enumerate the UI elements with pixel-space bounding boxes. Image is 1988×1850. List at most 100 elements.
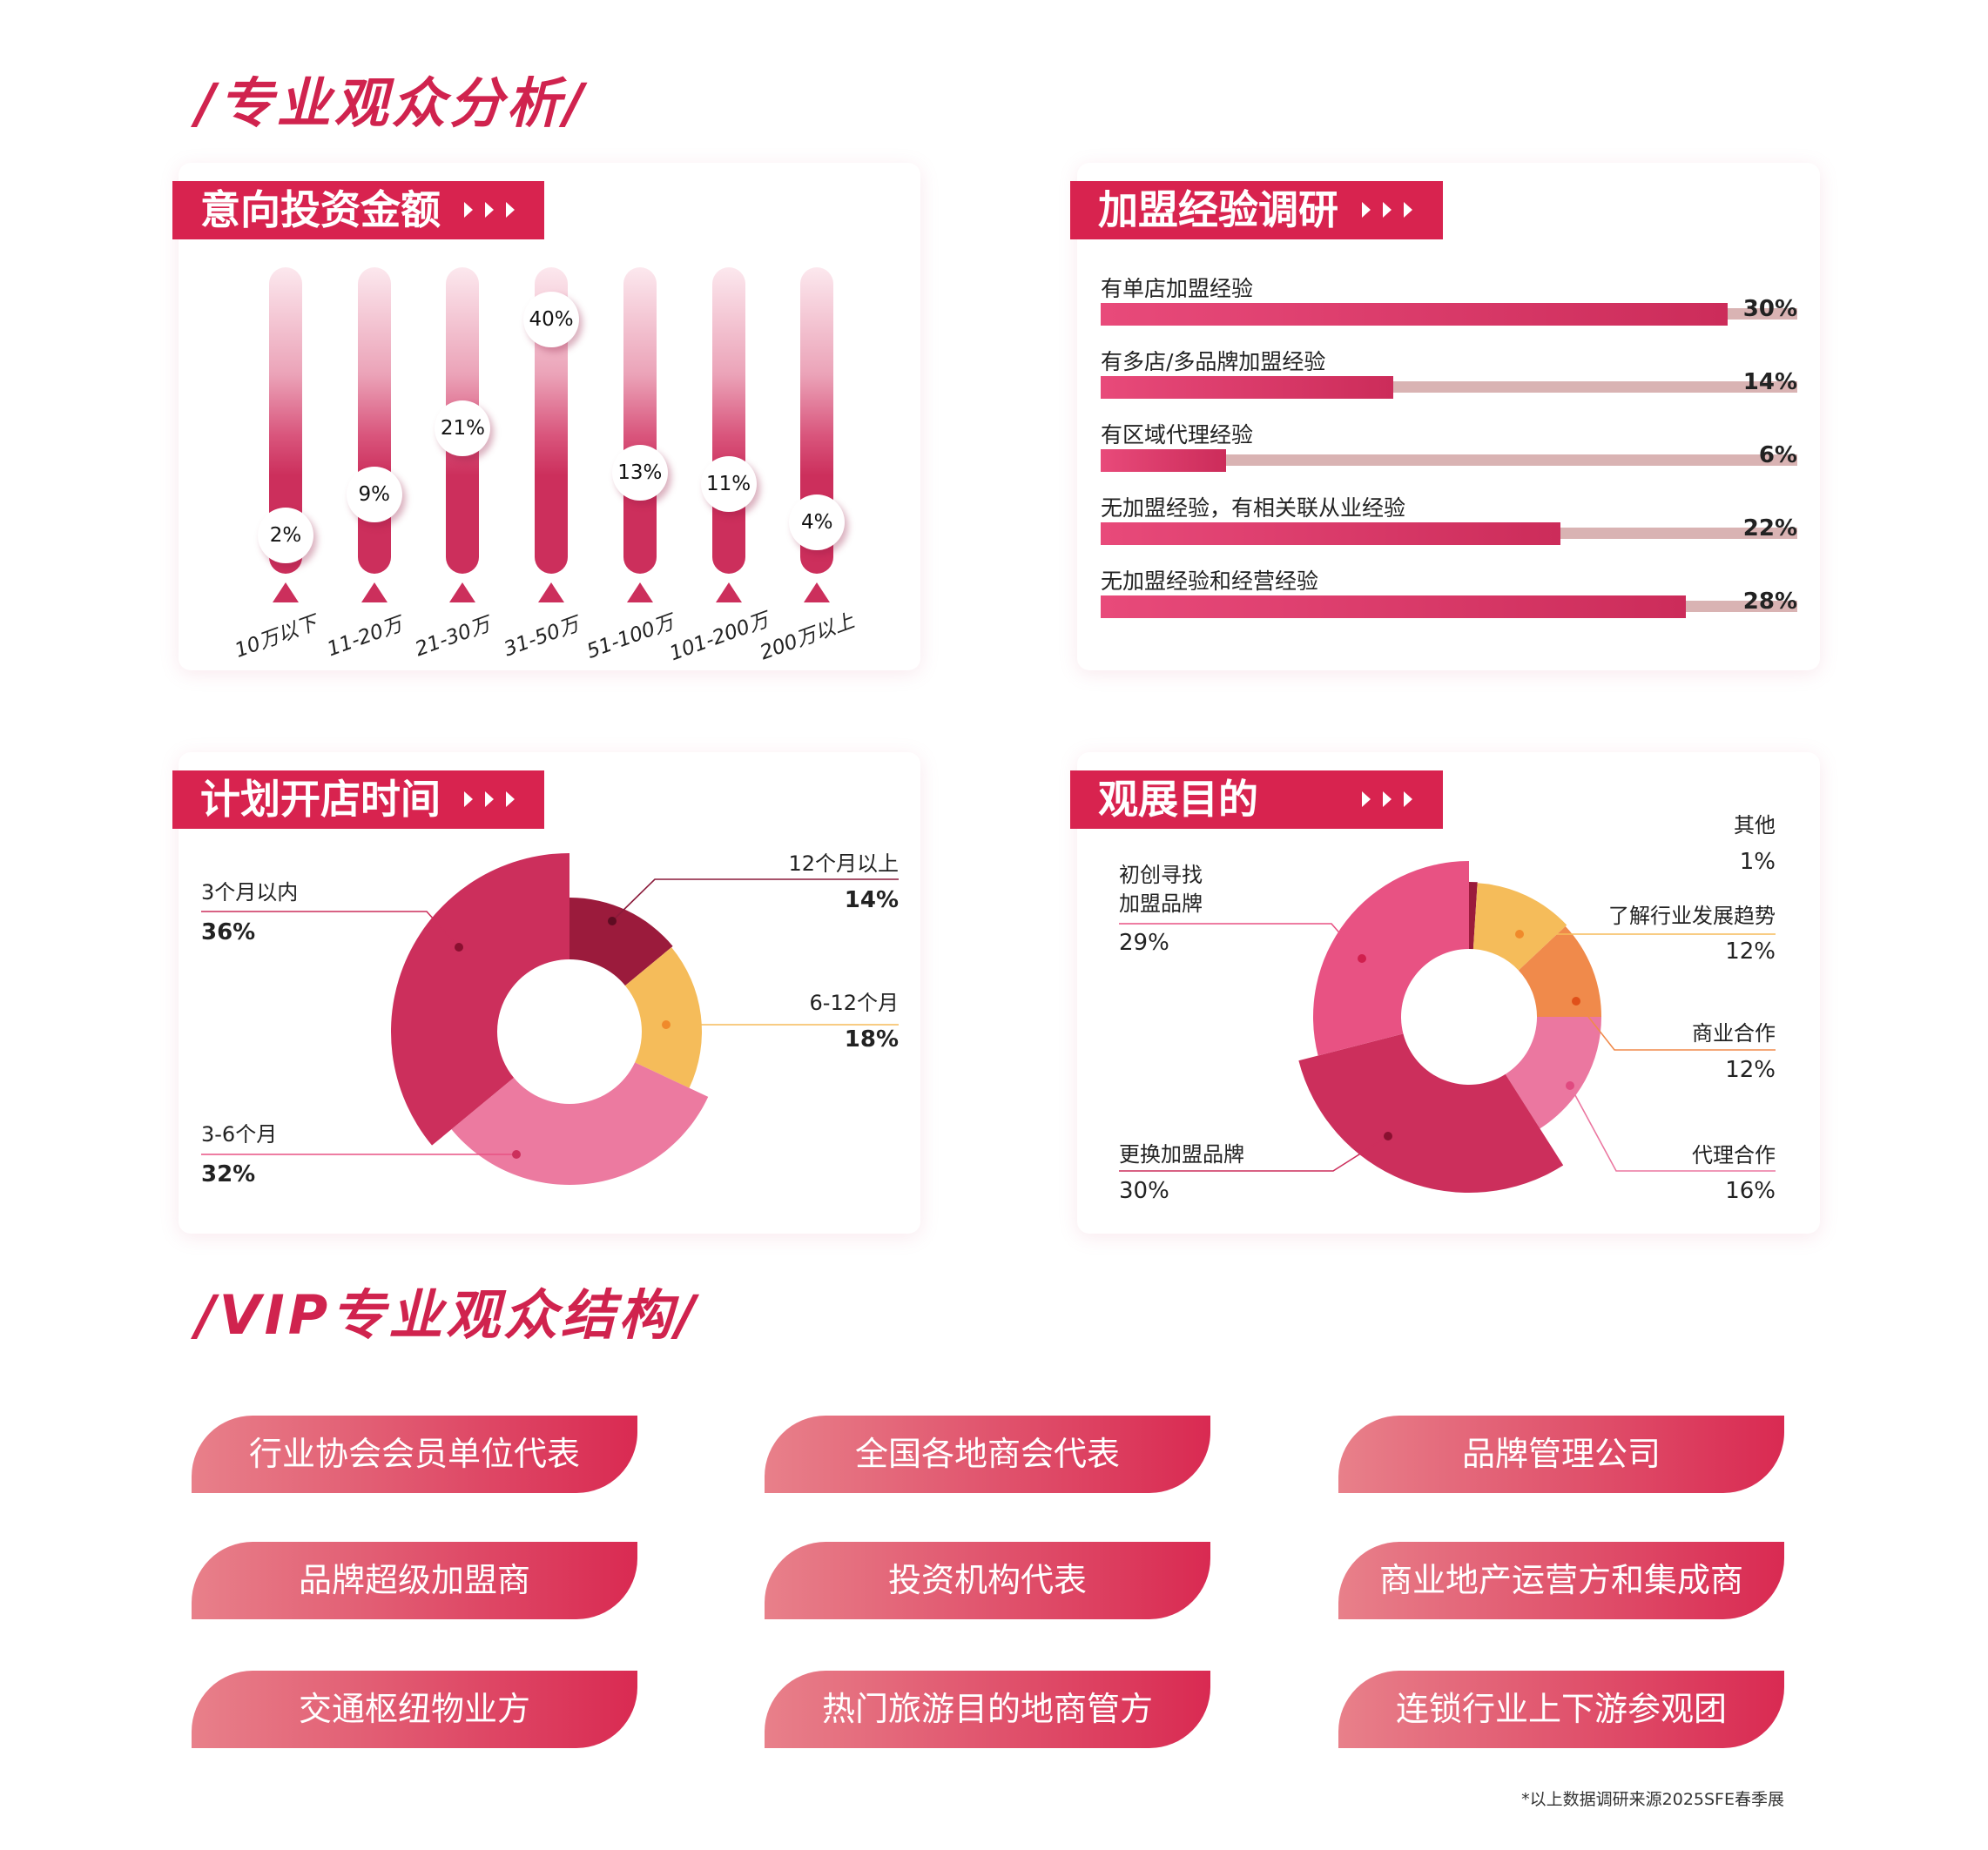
slice-label-line2: 加盟品牌 (1119, 891, 1203, 916)
slice-value: 18% (844, 1026, 899, 1053)
value-label: 14% (1742, 369, 1797, 395)
franchise-experience-card (1077, 163, 1820, 670)
franchise-banner: 加盟经验调研 (1070, 181, 1443, 239)
donut-slice (1518, 925, 1601, 1017)
arrows-icon (464, 202, 515, 218)
triangle-marker-icon (626, 582, 653, 602)
donut-slice (1505, 1017, 1601, 1129)
triangle-marker-icon (715, 582, 742, 602)
value-label: 9% (346, 467, 402, 522)
value-label: 22% (1742, 515, 1797, 542)
leader-dot (1572, 997, 1580, 1006)
triangle-marker-icon (538, 582, 565, 602)
investment-banner: 意向投资金额 (172, 181, 544, 239)
section-title-vip: /VIP专业观众结构/ (196, 1283, 699, 1347)
vip-item: 热门旅游目的地商管方 (765, 1671, 1210, 1748)
bar (623, 267, 657, 574)
donut-slice (1298, 1033, 1564, 1193)
arrows-icon (464, 791, 515, 807)
slice-value: 32% (201, 1161, 256, 1187)
slice-label-line1: 初创寻找 (1119, 863, 1203, 887)
slice-label: 3-6个月 (201, 1122, 278, 1147)
value-label: 4% (789, 494, 846, 550)
vip-item: 品牌管理公司 (1338, 1416, 1784, 1493)
bar (357, 267, 391, 574)
slice-label: 其他 (1734, 813, 1776, 838)
section-title-analysis: /专业观众分析/ (196, 71, 588, 135)
slice-label: 更换加盟品牌 (1119, 1142, 1244, 1167)
arrows-icon (1362, 791, 1412, 807)
donut-slice (1469, 882, 1478, 950)
donut-slice (569, 898, 673, 986)
donut-slice (391, 853, 569, 1146)
leader-line (1569, 1085, 1776, 1172)
slice-label: 12个月以上 (788, 851, 899, 876)
franchise-title: 加盟经验调研 (1098, 186, 1338, 233)
slice-label: 6-12个月 (809, 991, 899, 1015)
leader-dot (455, 943, 463, 952)
donut-slice (1472, 883, 1567, 971)
leader-dot (1515, 930, 1524, 938)
category-label: 无加盟经验，有相关联从业经验 (1101, 495, 1406, 521)
slice-label: 商业合作 (1692, 1021, 1776, 1046)
leader-dot (1358, 954, 1366, 963)
arrows-icon (1362, 202, 1412, 218)
leader-dot (608, 917, 617, 925)
purpose-title: 观展目的 (1098, 776, 1258, 823)
value-label: 6% (1758, 442, 1797, 468)
vip-item: 行业协会会员单位代表 (192, 1416, 637, 1493)
leader-line (1119, 923, 1363, 959)
slice-value: 12% (1725, 1057, 1776, 1083)
bar (1101, 303, 1729, 326)
bar (1101, 595, 1687, 618)
category-label: 无加盟经验和经营经验 (1101, 568, 1319, 594)
slice-value: 30% (1119, 1178, 1169, 1204)
vip-item: 投资机构代表 (765, 1542, 1210, 1619)
leader-line (201, 911, 460, 948)
leader-line (611, 878, 899, 922)
leader-dot (1566, 1081, 1574, 1090)
value-label: 28% (1742, 589, 1797, 615)
triangle-marker-icon (361, 582, 387, 602)
slice-value: 16% (1725, 1178, 1776, 1204)
donut-slice (1312, 861, 1469, 1056)
triangle-marker-icon (273, 582, 299, 602)
slice-label: 代理合作 (1692, 1143, 1776, 1167)
leader-dot (512, 1150, 521, 1159)
slice-label: 3个月以内 (201, 880, 299, 905)
value-label: 40% (523, 292, 580, 347)
value-label: 21% (435, 400, 491, 456)
bar (1101, 449, 1226, 472)
opening-banner: 计划开店时间 (172, 770, 544, 829)
bar (1101, 376, 1394, 399)
vip-item: 品牌超级加盟商 (192, 1542, 637, 1619)
slice-value: 14% (844, 887, 899, 913)
vip-item: 商业地产运营方和集成商 (1338, 1542, 1784, 1619)
value-label: 2% (258, 508, 313, 563)
slice-label: 了解行业发展趋势 (1608, 904, 1776, 928)
category-label: 有单店加盟经验 (1101, 276, 1254, 301)
donut-slice (624, 947, 702, 1088)
footnote: *以上数据调研来源2025SFE春季展 (1521, 1790, 1784, 1809)
slice-value: 36% (201, 919, 256, 945)
leader-dot (1384, 1132, 1392, 1140)
slice-value: 1% (1739, 849, 1776, 875)
bar (1101, 522, 1561, 545)
opening-title: 计划开店时间 (200, 776, 441, 823)
slice-value: 29% (1119, 930, 1169, 956)
category-label: 有区域代理经验 (1101, 422, 1254, 447)
leader-dot (662, 1020, 671, 1029)
bar-track (1101, 454, 1797, 466)
bar (711, 267, 745, 574)
leader-line (1119, 1135, 1389, 1172)
triangle-marker-icon (804, 582, 831, 602)
triangle-marker-icon (449, 582, 476, 602)
category-label: 有多店/多品牌加盟经验 (1101, 349, 1326, 374)
value-label: 13% (611, 445, 668, 501)
value-label: 30% (1742, 296, 1797, 322)
vip-item: 交通枢纽物业方 (192, 1671, 637, 1748)
leader-line (1575, 1000, 1776, 1051)
purpose-banner: 观展目的 (1070, 770, 1443, 829)
investment-title: 意向投资金额 (200, 186, 441, 233)
